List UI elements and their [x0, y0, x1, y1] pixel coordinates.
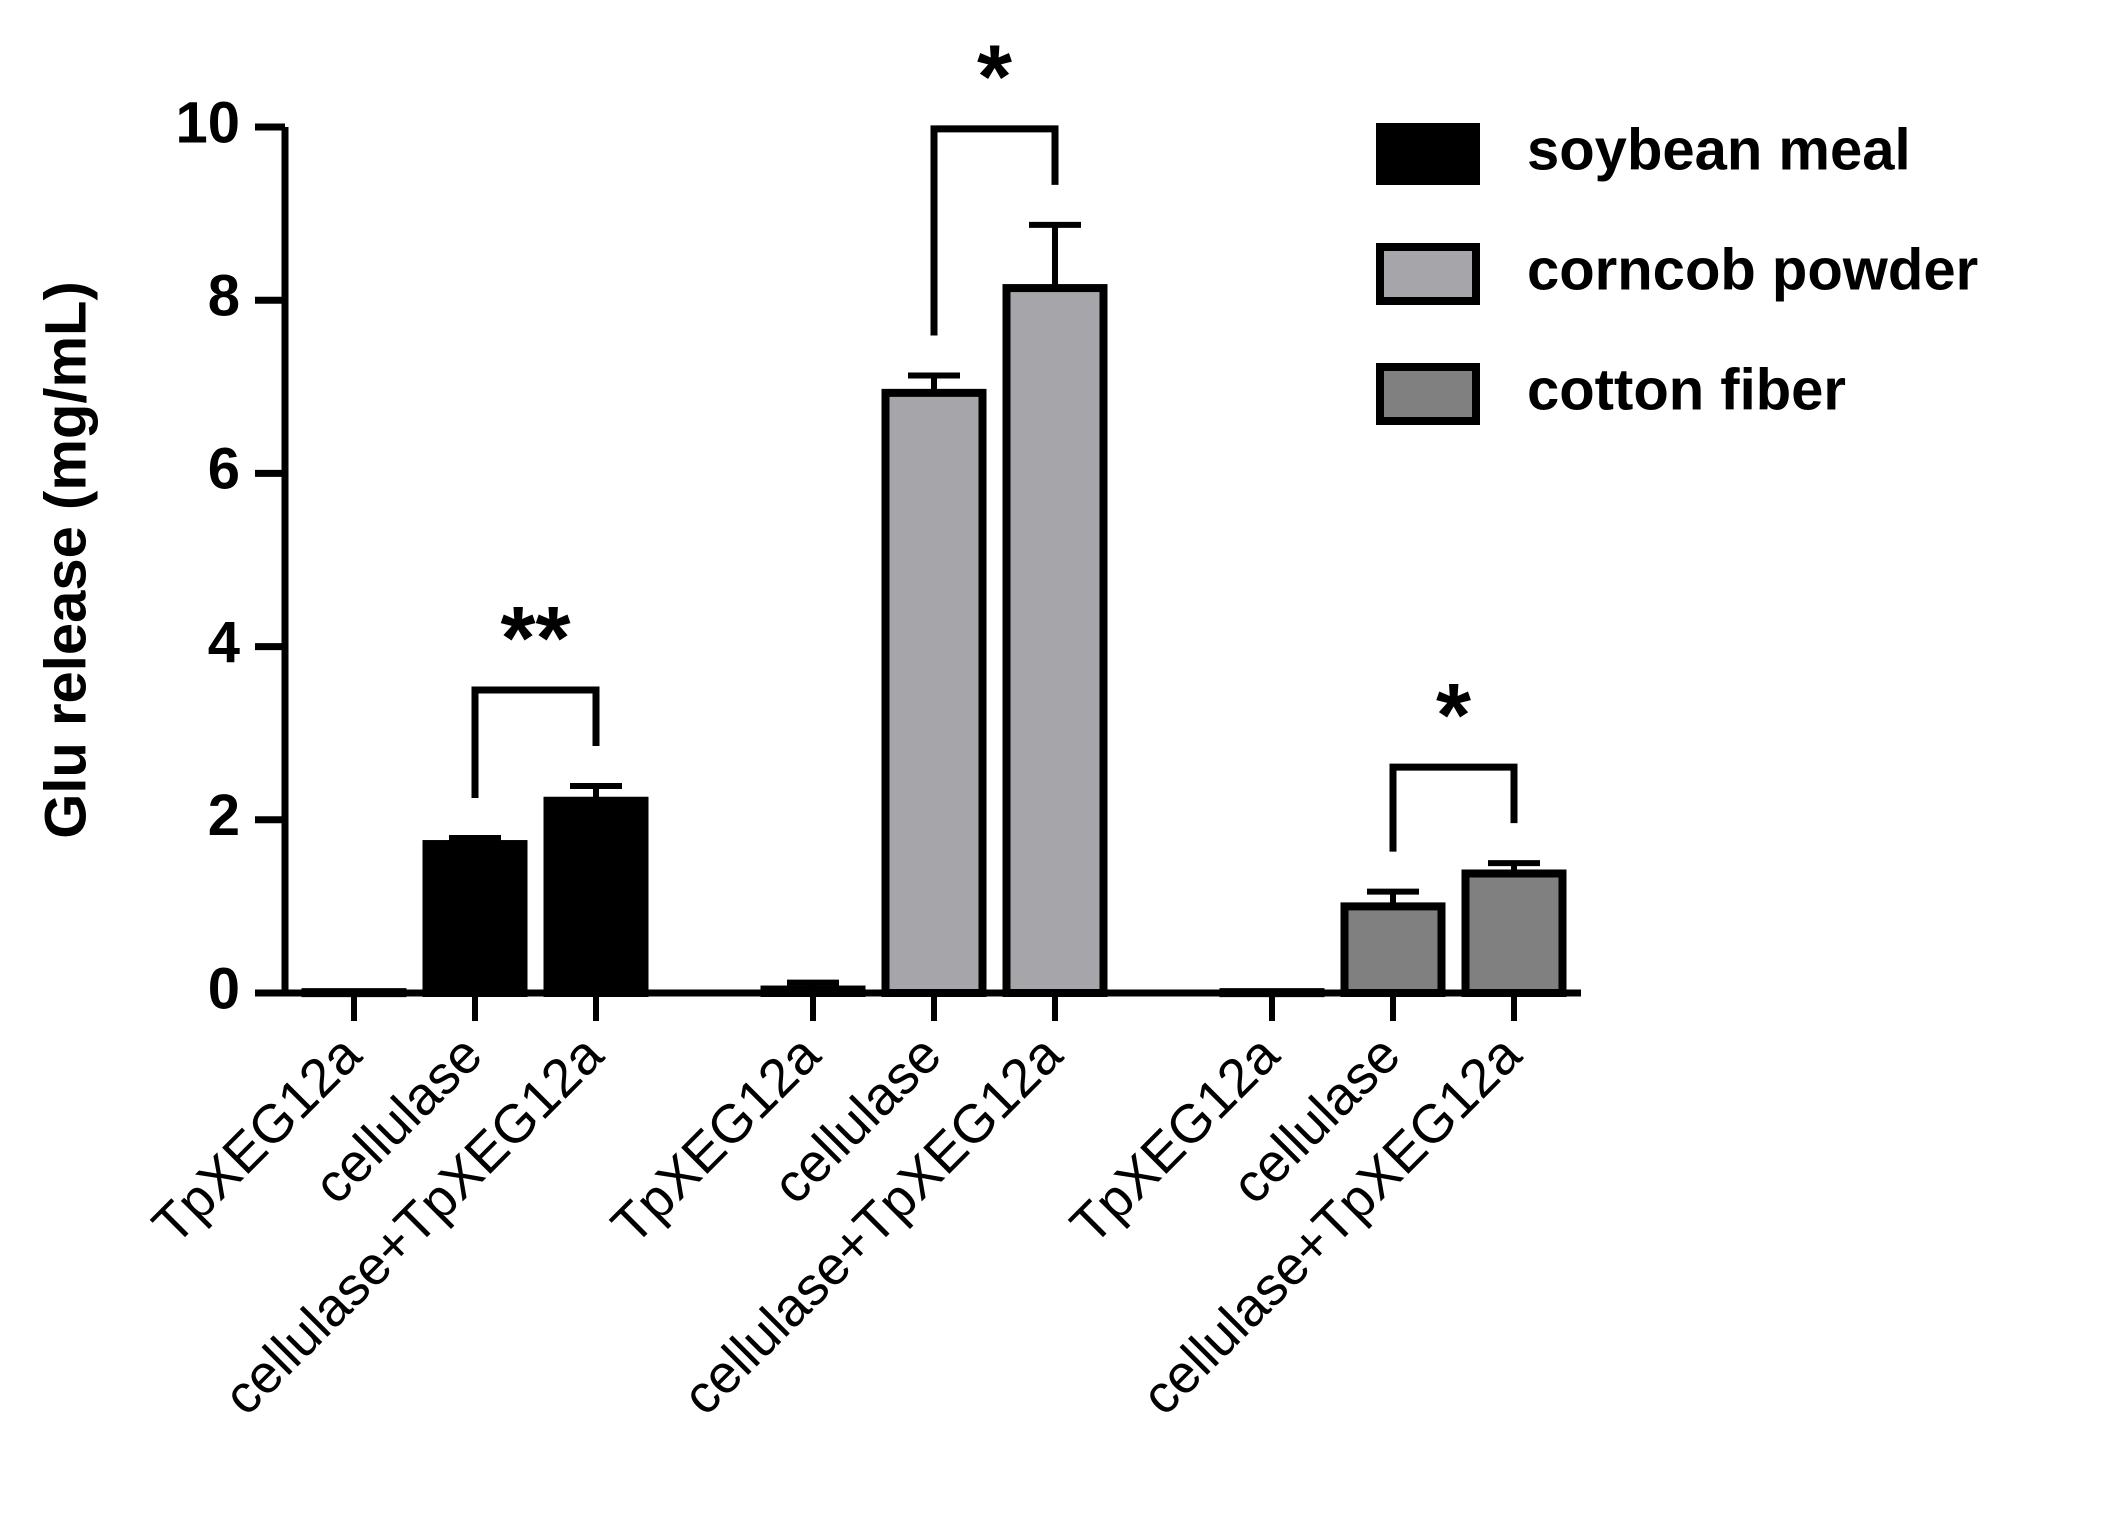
y-tick-label: 4 — [208, 610, 240, 675]
bar — [1002, 284, 1108, 997]
y-tick-label: 10 — [175, 90, 240, 155]
significance-bracket — [471, 686, 600, 798]
legend-swatch — [1376, 243, 1480, 305]
bar — [543, 796, 649, 997]
significance-label: * — [977, 28, 1012, 128]
y-tick-label: 8 — [208, 264, 240, 329]
legend-label: corncob powder — [1527, 237, 1978, 302]
legend-label: soybean meal — [1527, 117, 1911, 182]
significance-bracket — [930, 125, 1059, 336]
bar — [760, 985, 866, 998]
legend-swatch — [1376, 123, 1480, 185]
y-tick-label: 6 — [208, 437, 240, 502]
legend-swatch — [1376, 363, 1480, 425]
bar — [881, 388, 987, 997]
y-tick-label: 2 — [208, 783, 240, 848]
bar — [1219, 988, 1325, 998]
y-tick-label: 0 — [208, 956, 240, 1021]
significance-bracket — [1389, 763, 1518, 852]
bar — [1340, 902, 1446, 998]
bar — [422, 840, 528, 997]
bar — [1461, 869, 1567, 998]
legend-label: cotton fiber — [1527, 357, 1846, 422]
significance-label: * — [1436, 666, 1471, 766]
significance-label: ** — [500, 589, 570, 689]
bar — [301, 988, 407, 998]
y-axis-label: Glu release (mg/mL) — [33, 281, 98, 839]
